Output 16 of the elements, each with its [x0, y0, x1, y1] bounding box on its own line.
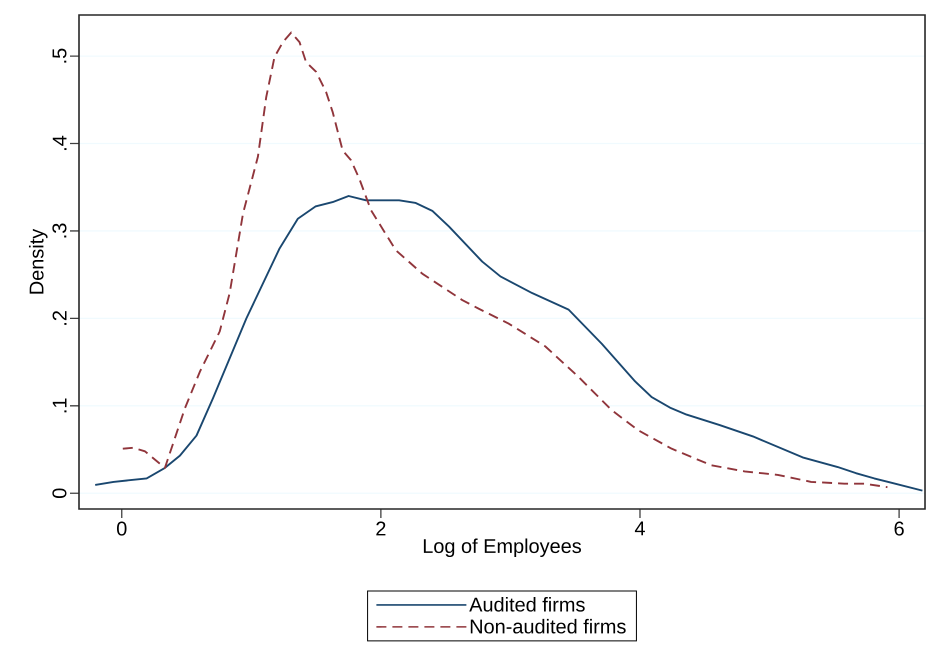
- x-tick-label: 4: [634, 522, 645, 536]
- y-tick-label: .4: [52, 136, 66, 150]
- line-series: [94, 195, 924, 492]
- y-tick-label: 0: [52, 488, 66, 498]
- y-axis-title: Density: [28, 228, 48, 294]
- x-tick-label: 0: [116, 522, 127, 536]
- x-axis-title: Log of Employees: [424, 538, 581, 558]
- y-tick-label: .2: [52, 311, 66, 325]
- y-tick-label: .5: [52, 48, 66, 63]
- x-tick-label: 6: [894, 522, 904, 536]
- legend-label: Audited firms: [469, 597, 585, 612]
- y-tick-label: .3: [52, 224, 66, 238]
- x-tick-label: 2: [376, 522, 386, 536]
- legend-label: Non-audited firms: [470, 618, 626, 634]
- y-tick-label: .1: [52, 398, 66, 412]
- line-series: [122, 32, 888, 488]
